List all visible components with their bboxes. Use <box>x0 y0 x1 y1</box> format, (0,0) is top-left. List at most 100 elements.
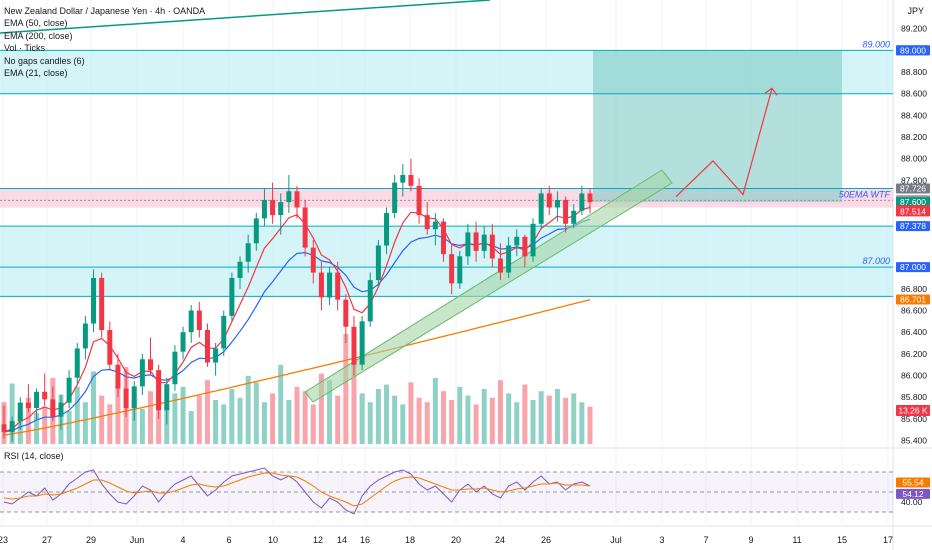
price-tick-label: 86.600 <box>901 306 927 316</box>
rsi-ma-line <box>3 472 591 507</box>
volume-label: 13.26 K <box>898 406 928 416</box>
price-tick-label: 85.800 <box>901 392 927 402</box>
candle-body <box>221 315 227 349</box>
rsi-pane: 40.00 55.54 54.12 <box>0 467 930 515</box>
volume-bar <box>34 413 40 444</box>
candle-body <box>131 386 137 409</box>
trend-line <box>0 0 491 34</box>
candle-body <box>66 377 72 403</box>
volume-bar <box>66 411 72 444</box>
level-annotation: 50EMA WTF <box>839 189 891 199</box>
legend-volume[interactable]: Vol · Ticks <box>4 43 46 54</box>
legend-ema21[interactable]: EMA (21, close) <box>4 68 68 79</box>
candle-body <box>310 247 316 273</box>
time-tick-label: 27 <box>42 535 52 545</box>
projection-layer <box>675 87 778 198</box>
candle-body <box>449 254 455 284</box>
legend-ema200[interactable]: EMA (200, close) <box>4 30 73 41</box>
legend-no-gaps[interactable]: No gaps candles (6) <box>4 55 85 66</box>
price-label: 87.514 <box>900 206 926 216</box>
candle-body <box>506 245 512 273</box>
price-tick-label: 87.800 <box>901 175 927 185</box>
candle-body <box>392 182 398 213</box>
price-tick-label: 88.600 <box>901 89 927 99</box>
volume-bar <box>424 402 430 444</box>
candle-body <box>9 421 15 432</box>
candle-body <box>327 272 333 298</box>
volume-bar <box>530 400 536 444</box>
symbol-title[interactable]: New Zealand Dollar / Japanese Yen · 4h ·… <box>4 6 206 16</box>
volume-bar <box>506 393 512 444</box>
candle-body <box>318 272 324 298</box>
time-tick-label: 9 <box>748 535 753 545</box>
volume-bar <box>278 364 284 444</box>
candle-body <box>286 191 292 203</box>
price-tick-label: 85.600 <box>901 414 927 424</box>
candle-body <box>156 370 162 411</box>
candle-body <box>489 234 495 259</box>
time-tick-label: 24 <box>495 535 505 545</box>
candle-body <box>196 310 202 331</box>
candle-body <box>123 388 129 409</box>
time-tick-label: 18 <box>405 535 415 545</box>
candle-body <box>25 402 31 409</box>
volume-bar <box>335 395 341 444</box>
volume-bar <box>497 380 503 444</box>
price-label-bg <box>896 262 930 273</box>
volume-bar <box>229 389 235 444</box>
rsi-tick-label: 40.00 <box>901 497 923 507</box>
volume-bar <box>408 382 414 444</box>
candle-body <box>42 391 48 400</box>
price-tick-label: 88.400 <box>901 110 927 120</box>
candle-body <box>367 280 373 322</box>
candle-body <box>139 359 145 387</box>
ema200-line <box>3 299 591 436</box>
price-tick-label: 86.400 <box>901 327 927 337</box>
price-label-bg <box>896 183 930 194</box>
candle-body <box>229 277 235 316</box>
candle-body <box>441 221 446 255</box>
volume-bar <box>9 383 15 444</box>
price-axis: 89.200 88.800 88.600 88.400 88.200 88.000 87.8… <box>896 24 930 446</box>
volume-bar <box>164 405 170 444</box>
time-tick-label: 12 <box>313 535 323 545</box>
volume-bar <box>432 378 438 444</box>
legend-ema50[interactable]: EMA (50, close) <box>4 18 68 29</box>
volume-bar <box>367 402 373 444</box>
volume-bar <box>473 404 479 444</box>
rsi-legend[interactable]: RSI (14, close) <box>4 451 64 461</box>
volume-bar <box>180 386 186 444</box>
volume-bar <box>538 391 544 444</box>
candle-body <box>204 330 210 363</box>
volume-bar <box>82 402 88 444</box>
volume-bar <box>74 386 80 444</box>
price-tick-label: 89.200 <box>901 24 927 34</box>
target-box <box>593 50 842 203</box>
chart-legend: New Zealand Dollar / Japanese Yen · 4h ·… <box>4 5 205 79</box>
time-tick-label: 23 <box>0 535 8 545</box>
volume-bar <box>465 395 471 444</box>
price-label-bg <box>896 45 930 56</box>
candle-body <box>115 364 121 389</box>
candle-body <box>587 193 593 203</box>
candle-body <box>82 323 88 349</box>
candle-body <box>343 299 349 327</box>
time-tick-label: 29 <box>86 535 96 545</box>
volume-bar <box>294 386 300 444</box>
volume-bar <box>571 393 577 444</box>
price-tick-label: 86.200 <box>901 349 927 359</box>
rsi-label-bg <box>896 488 930 499</box>
candle-body <box>400 175 406 183</box>
volume-bar <box>384 384 390 444</box>
volume-bar <box>139 408 145 444</box>
volume-bar <box>554 389 560 444</box>
candle-body <box>465 232 471 257</box>
currency-label[interactable]: JPY <box>907 6 924 16</box>
time-tick-label: 7 <box>703 535 708 545</box>
volume-bar <box>91 371 97 444</box>
candle-body <box>50 399 56 417</box>
time-tick-label: 14 <box>337 535 347 545</box>
price-label-bg <box>896 294 930 305</box>
candle-body <box>457 256 463 284</box>
